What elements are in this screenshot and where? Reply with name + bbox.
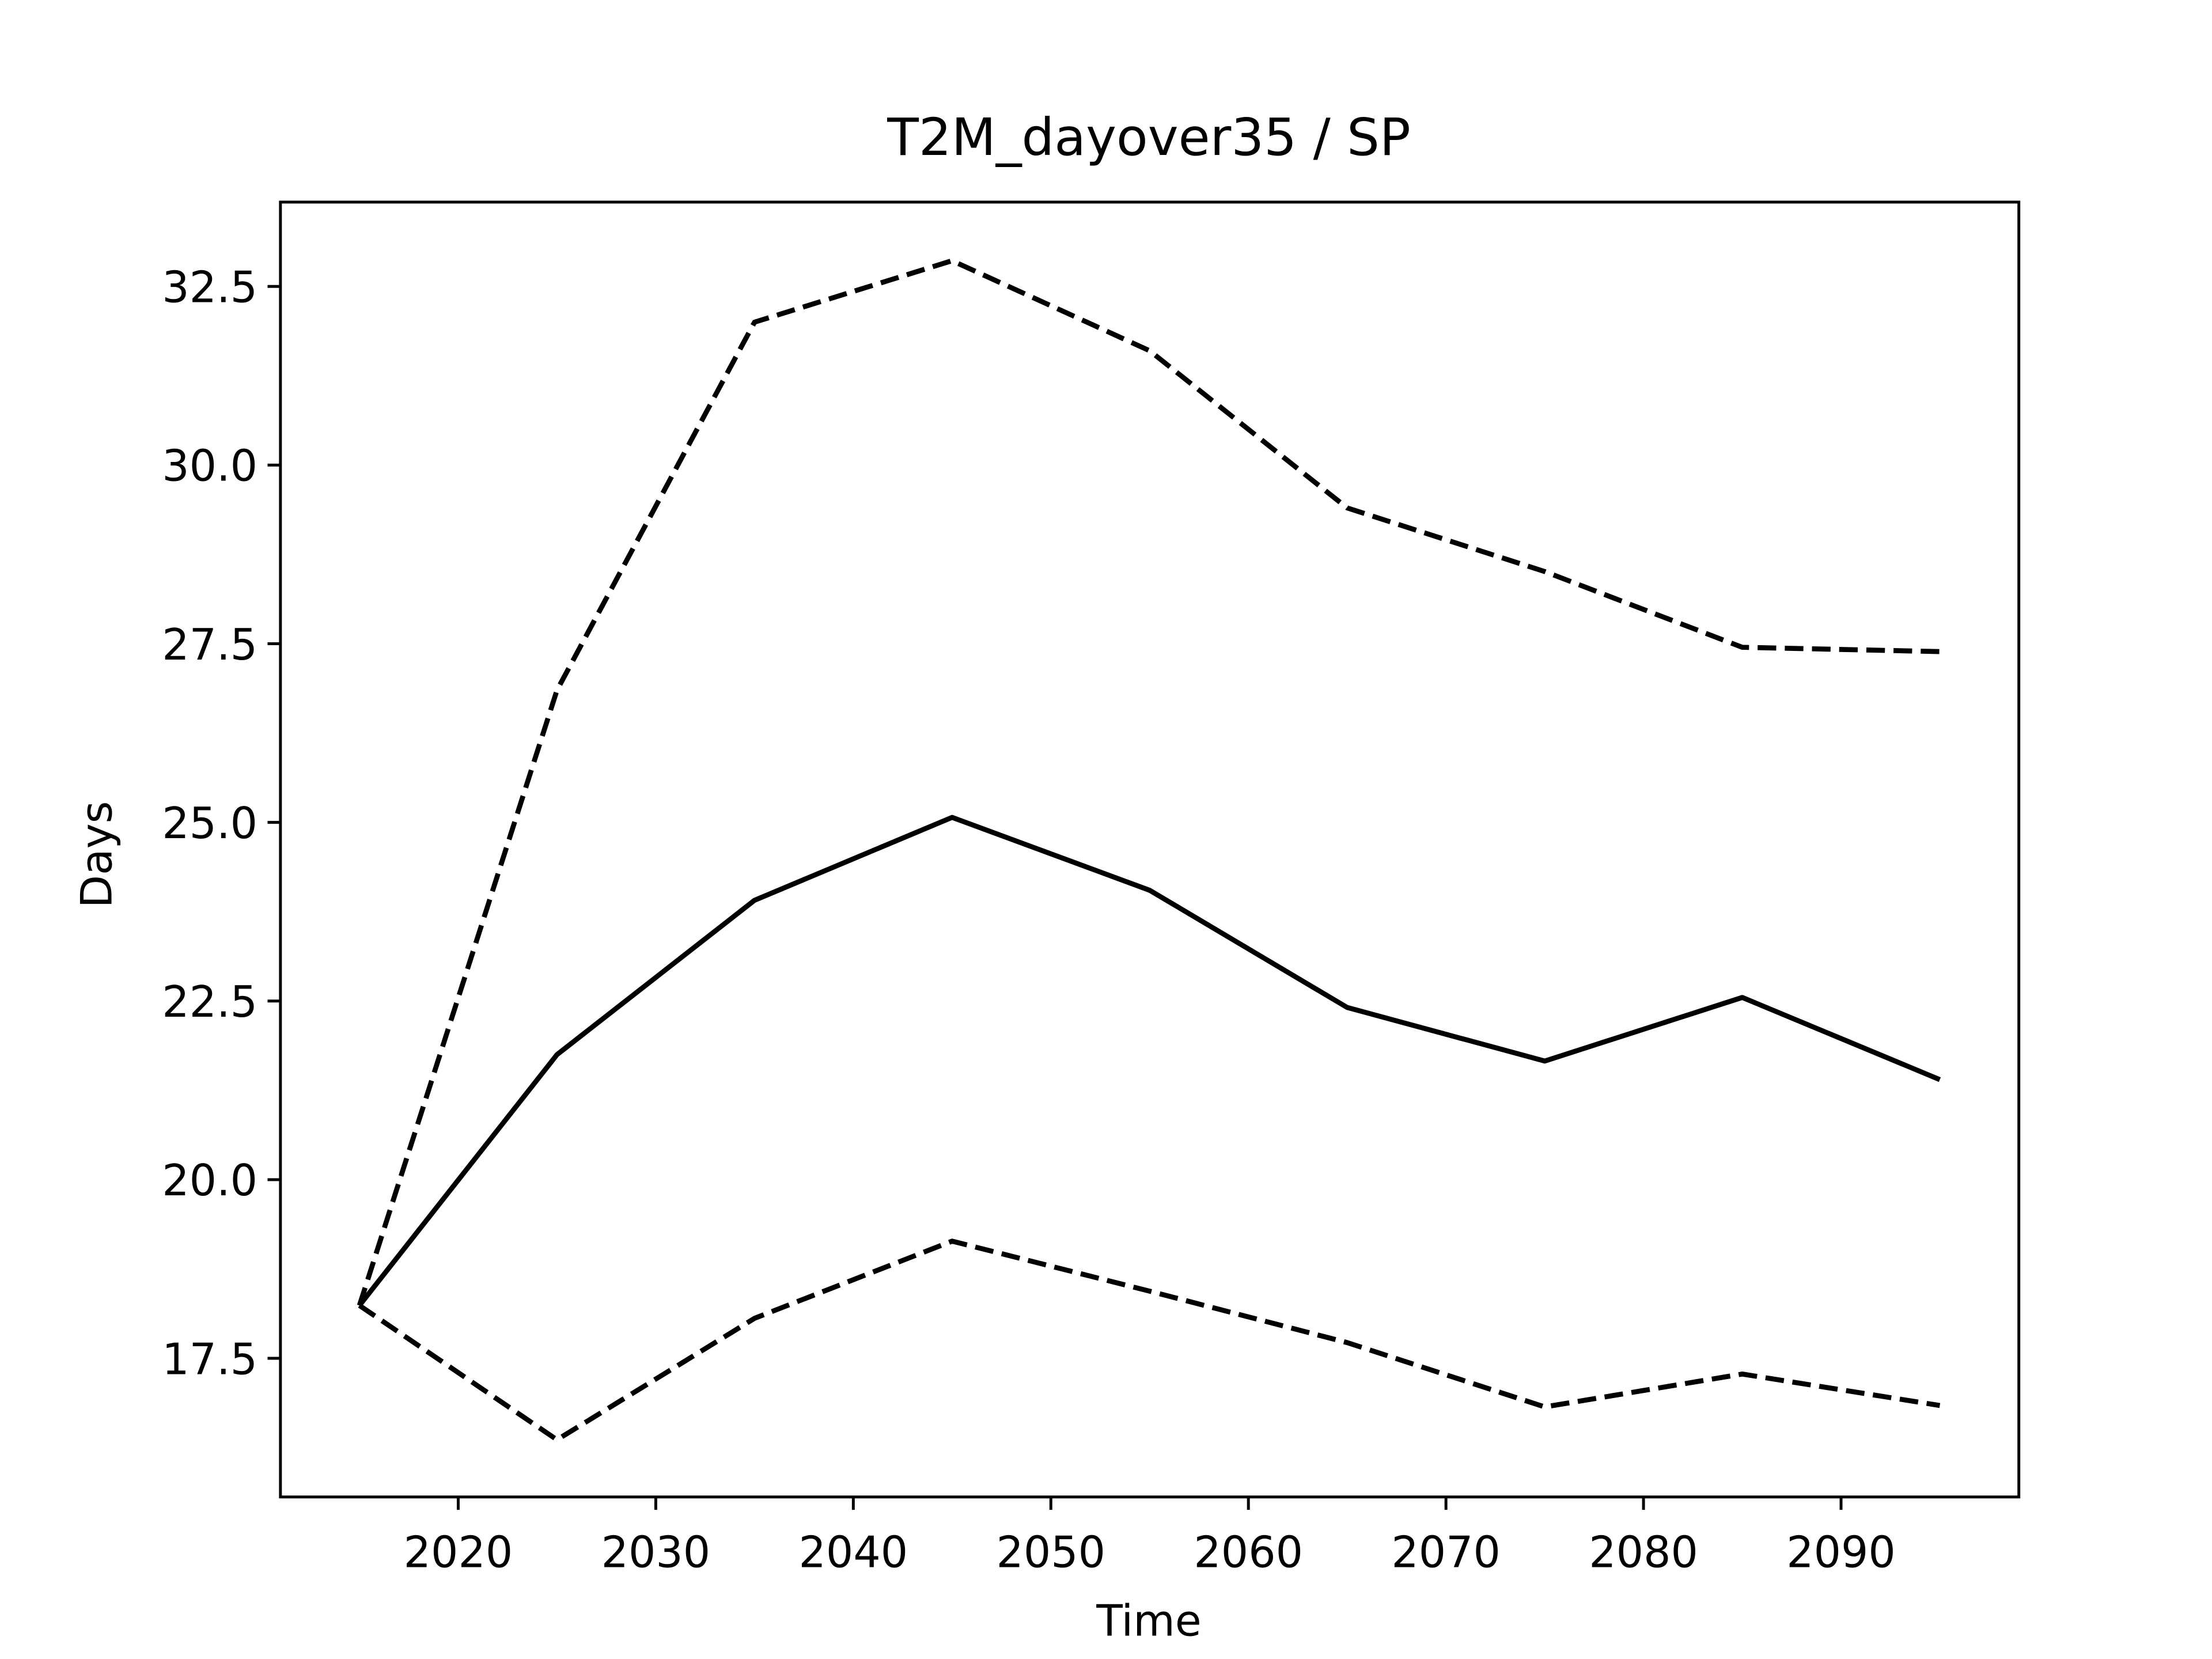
y-axis-label: Days bbox=[72, 801, 122, 908]
plot-frame bbox=[279, 200, 2021, 1499]
series-line bbox=[358, 1238, 1941, 1442]
y-tick-label: 30.0 bbox=[162, 441, 257, 491]
y-tick-label: 27.5 bbox=[162, 620, 257, 670]
x-tick-label: 2060 bbox=[1194, 1527, 1303, 1577]
x-tick-label: 2020 bbox=[404, 1527, 513, 1577]
y-tick-label: 32.5 bbox=[162, 263, 257, 313]
y-tick-label: 22.5 bbox=[162, 977, 257, 1027]
series-line bbox=[357, 815, 1941, 1307]
x-tick-label: 2030 bbox=[601, 1527, 711, 1577]
y-tick-label: 25.0 bbox=[162, 798, 257, 849]
x-axis-label: Time bbox=[1096, 1596, 1201, 1646]
x-tick-label: 2050 bbox=[996, 1527, 1105, 1577]
x-tick-label: 2070 bbox=[1391, 1527, 1501, 1577]
x-tick-label: 2040 bbox=[799, 1527, 908, 1577]
y-tick-label: 20.0 bbox=[162, 1156, 257, 1206]
chart-title: T2M_dayover35 / SP bbox=[887, 108, 1411, 168]
x-tick-label: 2090 bbox=[1786, 1527, 1896, 1577]
y-tick-label: 17.5 bbox=[162, 1334, 257, 1384]
x-tick-label: 2080 bbox=[1589, 1527, 1698, 1577]
